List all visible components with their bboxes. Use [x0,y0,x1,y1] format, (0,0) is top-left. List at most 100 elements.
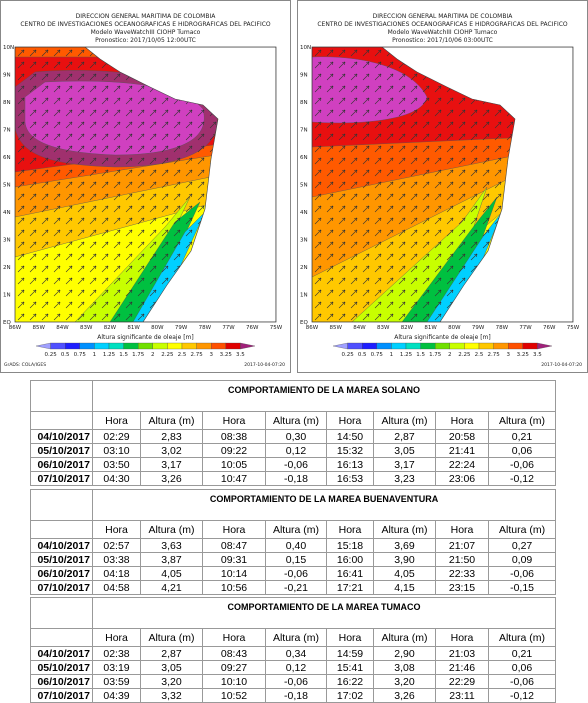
lon-label: 76W [543,325,556,331]
date-cell: 06/10/2017 [30,674,93,689]
data-row: 04/10/2017 02:38 2,87 08:43 0,34 14:59 2,90 21:… [30,646,556,661]
data-cell: 15:41 [326,660,374,675]
colorbar-label: 2.25 [458,352,471,358]
lon-label: 85W [33,325,46,331]
column-header: Hora [326,520,374,539]
colorbar-label: 3 [506,352,510,358]
data-row: 06/10/2017 03:50 3,17 10:05 -0,06 16:13 3,17 22… [30,457,556,472]
data-cell: 2,83 [140,429,203,444]
data-row: 04/10/2017 02:29 2,83 08:38 0,30 14:50 2,87 20:… [30,429,556,444]
data-cell: 09:22 [202,443,266,458]
date-cell: 07/10/2017 [30,471,93,486]
data-cell: 3,05 [140,660,203,675]
colorbar-swatch [493,342,509,350]
data-cell: 3,17 [373,457,436,472]
data-cell: 03:38 [92,552,141,567]
date-cell: 05/10/2017 [30,443,93,458]
data-cell: -0,12 [488,688,556,703]
lon-label: 82W [104,325,117,331]
colorbar-label: 3.5 [236,352,245,358]
data-cell: 0,09 [487,552,557,567]
data-cell: 0,12 [265,443,327,458]
blank-cell [30,489,93,521]
title-row: COMPORTAMIENTO DE LA MAREA BUENAVENTURA [30,489,557,521]
table-title: COMPORTAMIENTO DE LA MAREA BUENAVENTURA [91,489,557,521]
column-header: Altura (m) [373,628,436,647]
colorbar-swatch [240,342,256,350]
data-cell: 3,17 [140,457,203,472]
column-header: Altura (m) [265,628,327,647]
date-cell: 05/10/2017 [30,660,93,675]
colorbar-label: 2 [151,352,155,358]
data-row: 06/10/2017 04:18 4,05 10:14 -0,06 16:41 4,05 22… [30,566,557,581]
data-cell: 16:53 [326,471,374,486]
colorbar-swatch [420,342,436,350]
lat-label: 2N [300,265,308,271]
data-cell: 4,05 [373,566,436,581]
column-header: Altura (m) [140,411,203,430]
data-cell: 09:27 [202,660,266,675]
lon-label: 80W [448,325,461,331]
data-cell: -0,06 [265,566,327,581]
lat-label: EQ [3,320,11,326]
colorbar-swatch [362,342,377,350]
data-cell: 3,05 [373,443,436,458]
data-cell: 10:14 [202,566,266,581]
colorbar-label: 1.75 [132,352,145,358]
data-cell: 3,63 [140,538,203,553]
colorbar-label: 1 [93,352,97,358]
data-cell: 3,20 [373,674,436,689]
lon-label: 86W [9,325,22,331]
lon-label: 75W [567,325,580,331]
column-header: Hora [92,628,141,647]
colorbar-swatch [152,342,168,350]
data-cell: 04:18 [92,566,141,581]
colorbar-label: 2.5 [178,352,187,358]
data-cell: 14:59 [326,646,374,661]
colorbar-title: Altura significante de oleaje [m] [394,334,490,341]
data-cell: 0,27 [487,538,557,553]
data-cell: 0,15 [265,552,327,567]
data-cell: 0,06 [488,660,556,675]
data-cell: 21:46 [435,660,489,675]
colorbar-swatch [79,342,95,350]
lat-label: 10N [300,45,311,51]
colorbar-swatch [347,342,363,350]
data-cell: 03:19 [92,660,141,675]
data-cell: 02:38 [92,646,141,661]
blank-cell [30,520,93,539]
data-row: 07/10/2017 04:30 3,26 10:47 -0,18 16:53 3,23 23… [30,471,556,486]
data-cell: 0,12 [265,660,327,675]
date-cell: 07/10/2017 [30,688,93,703]
data-cell: 3,26 [373,688,436,703]
colorbar-swatch [464,342,480,350]
column-header: Altura (m) [488,628,556,647]
colorbar-label: 2.75 [487,352,500,358]
data-cell: 21:41 [435,443,489,458]
data-cell: 03:10 [92,443,141,458]
colorbar-label: 3.5 [533,352,542,358]
column-header: Altura (m) [373,411,436,430]
data-cell: 14:50 [326,429,374,444]
data-cell: 3,69 [373,538,436,553]
data-cell: 04:39 [92,688,141,703]
colorbar-swatch [225,342,241,350]
data-cell: -0,15 [487,580,557,595]
colorbar-label: 2.25 [161,352,174,358]
data-cell: 10:05 [202,457,266,472]
lat-label: 2N [3,265,11,271]
lon-label: 84W [56,325,69,331]
data-cell: 4,15 [373,580,436,595]
data-cell: 09:31 [202,552,266,567]
data-cell: 3,26 [140,471,203,486]
colorbar-label: 3 [209,352,213,358]
land [381,47,573,322]
data-cell: -0,12 [488,471,556,486]
column-header: Altura (m) [488,411,556,430]
colorbar-swatch [478,342,494,350]
lon-label: 82W [401,325,414,331]
data-row: 04/10/2017 02:57 3,63 08:47 0,40 15:18 3,69 21:… [30,538,557,553]
lat-label: 10N [3,45,14,51]
column-header: Hora [202,411,266,430]
